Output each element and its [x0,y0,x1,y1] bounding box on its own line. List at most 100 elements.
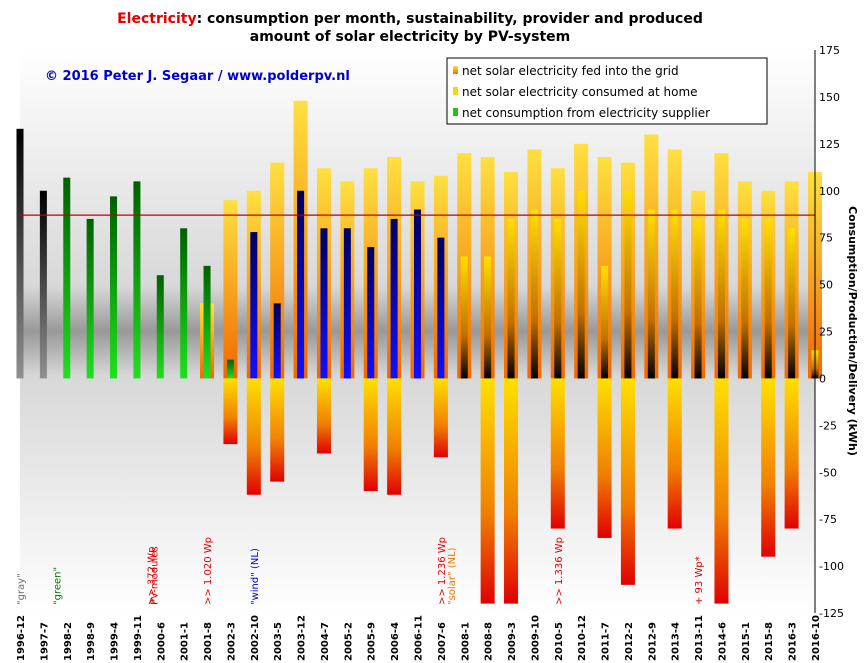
legend-label-supplier: net consumption from electricity supplie… [462,106,710,120]
bar-net-consumption [16,128,24,379]
x-tick-label: 2002-10 [250,615,261,661]
title-accent: Electricity [117,11,197,27]
bar-fed-into-grid [316,378,331,454]
bar-fed-into-grid [667,378,682,529]
bar-net-consumption [156,275,164,379]
y-tick-label: 150 [819,91,840,104]
bar-fed-into-grid [480,378,495,604]
x-tick-label: 2016-10 [811,615,822,661]
bar-net-consumption [180,228,188,379]
bar-net-consumption [297,190,305,379]
bar-net-consumption [694,218,702,379]
x-tick-label: 2000-6 [156,622,167,661]
y-tick-label: 0 [819,372,826,385]
annotation-label: "gray" [16,573,27,605]
x-tick-label: 1999-11 [133,615,144,661]
y-tick-label: -100 [819,560,844,573]
bar-fed-into-grid [363,378,378,492]
bar-net-consumption [320,228,328,379]
x-tick-label: 1997-7 [39,622,50,661]
x-tick-label: 2005-2 [343,622,354,661]
annotation-label: + 93 Wp* [694,556,705,605]
bar-fed-into-grid [433,378,448,458]
x-tick-label: 1998-2 [63,622,74,661]
bar-net-consumption [63,177,71,379]
bar-net-consumption [484,256,492,379]
x-tick-label: 2004-7 [320,622,331,661]
y-tick-label: -25 [819,419,837,432]
bar-fed-into-grid [714,378,729,604]
bar-fed-into-grid [504,378,519,604]
bar-consumed-at-home [223,200,238,379]
bar-fed-into-grid [550,378,565,529]
y-tick-label: -75 [819,513,837,526]
y-tick-label: 75 [819,232,833,245]
bar-fed-into-grid [597,378,612,538]
bar-net-consumption [413,209,422,379]
x-tick-label: 2012-9 [647,622,658,661]
y-tick-label: -125 [819,607,844,620]
bar-net-consumption [554,218,562,379]
bar-fed-into-grid [620,378,635,585]
x-tick-label: 2010-12 [577,615,588,661]
bar-fed-into-grid [784,378,799,529]
annotation-label: "wind" (NL) [250,548,261,605]
y-tick-label: 100 [819,185,840,198]
annotation-label: >> 1.236 Wp [437,537,448,605]
x-tick-label: 2013-11 [694,615,705,661]
x-tick-label: 1996-12 [16,615,27,661]
bar-net-consumption [460,256,468,379]
bar-net-consumption [343,228,351,379]
legend-swatch-fed [453,66,458,74]
bar-net-consumption [226,359,234,379]
x-tick-label: 2009-10 [530,615,541,661]
chart-title: Electricity: consumption per month, sust… [0,10,820,46]
annotation-label: >> 372 Wp [146,547,157,605]
y-tick-label: 125 [819,138,840,151]
annotation-label: >> 1.336 Wp [554,537,565,605]
x-tick-label: 2001-8 [203,622,214,661]
legend-label-fed: net solar electricity fed into the grid [462,64,679,78]
legend: net solar electricity fed into the grid … [446,57,768,125]
x-tick-label: 2007-6 [437,622,448,661]
bar-net-consumption [507,218,515,379]
y-axis-ticks: 175 150 125 100 75 50 25 0 -25 -50 -75 -100 -125 [819,44,844,620]
bar-net-consumption [788,228,796,379]
x-tick-label: 2016-3 [788,622,799,661]
x-tick-label: 2010-5 [554,622,565,661]
x-tick-label: 2011-7 [601,622,612,661]
x-tick-label: 2012-2 [624,622,635,661]
annotation-label: "solar" (NL) [447,547,458,605]
annotation-label: "green" [53,567,64,605]
x-tick-label: 2003-5 [273,622,284,661]
x-tick-label: 1998-9 [86,622,97,661]
bar-net-consumption [39,190,47,379]
bar-net-consumption [86,218,94,379]
bar-net-consumption [250,232,258,379]
y-axis-label: Consumption/Production/Delivery (kWh) [846,206,859,456]
bar-net-consumption [601,265,609,379]
title-line2: amount of solar electricity by PV-system [249,29,571,45]
bar-net-consumption [390,218,398,379]
y-tick-label: 175 [819,44,840,57]
copyright-text: © 2016 Peter J. Segaar / www.polderpv.nl [45,69,350,84]
legend-swatch-home [453,87,458,95]
bar-net-consumption [624,190,632,379]
bar-net-consumption [577,190,585,379]
x-tick-label: 2001-1 [180,622,191,661]
x-tick-label: 1999-4 [110,622,121,661]
bar-net-consumption [717,209,725,379]
y-tick-label: -50 [819,466,837,479]
x-tick-label: 2005-9 [367,622,378,661]
bar-fed-into-grid [387,378,402,495]
x-tick-label: 2008-1 [460,622,471,661]
x-tick-label: 2009-3 [507,622,518,661]
x-tick-label: 2013-4 [671,622,682,661]
bar-fed-into-grid [246,378,261,495]
bar-net-consumption [741,218,749,379]
annotation-label: >> 1.020 Wp [203,537,214,605]
bar-net-consumption [764,218,772,379]
x-axis-ticks: 1996-12 1997-7 1998-2 1998-9 1999-4 1999-11 20… [16,615,822,661]
